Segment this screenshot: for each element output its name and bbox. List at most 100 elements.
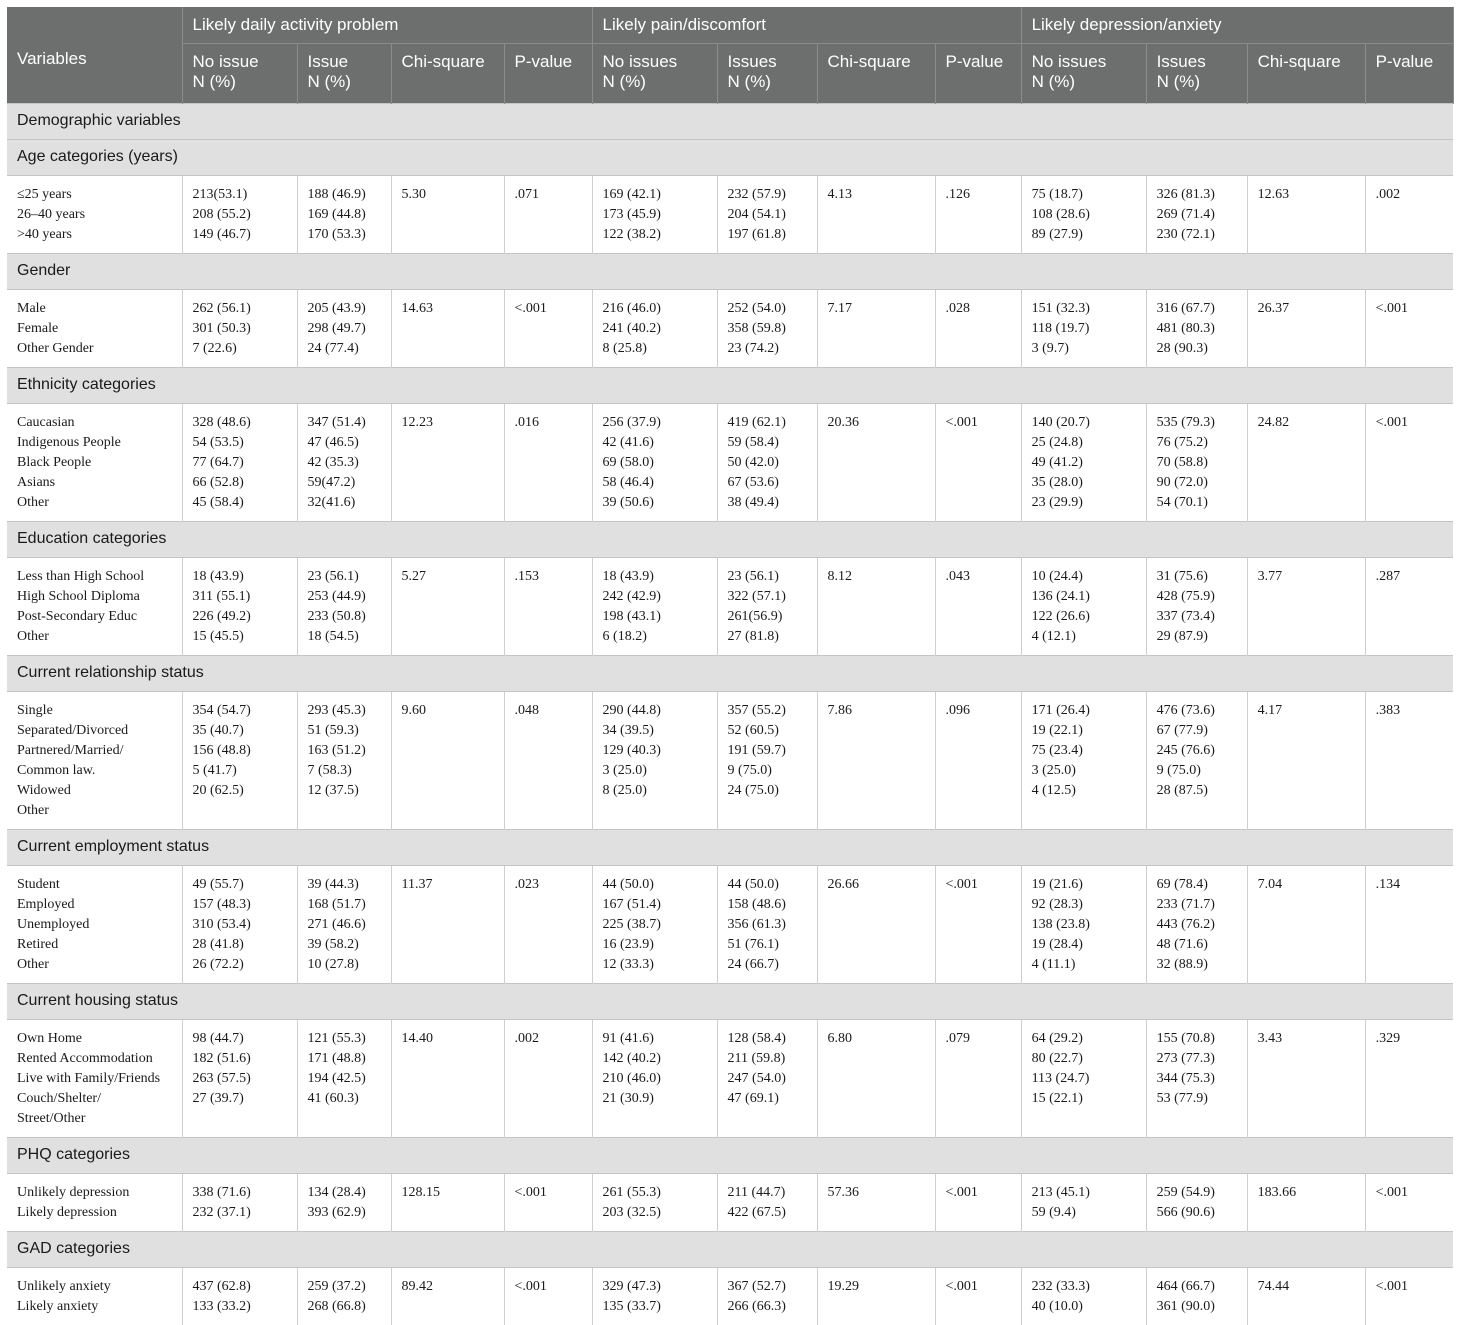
data-cell: 140 (20.7) 25 (24.8) 49 (41.2) 35 (28.0) 23 … xyxy=(1021,403,1147,521)
cell-value: 14.63 xyxy=(401,300,434,316)
row-label: Other xyxy=(17,956,49,972)
subheader-col-1: No issue N (%) xyxy=(182,43,298,103)
cell-value: 28 (87.5) xyxy=(1156,782,1208,798)
subheader-col-6: Issues N (%) xyxy=(717,43,818,103)
row-label: Post-Secondary Educ xyxy=(17,608,138,624)
cell-value: 69 (58.0) xyxy=(602,454,654,470)
row-labels-cell: Student Employed Unemployed Retired Other xyxy=(7,865,183,983)
cell-value: 140 (20.7) xyxy=(1031,414,1090,430)
cell-value: 252 (54.0) xyxy=(727,300,786,316)
cell-value: 39 (50.6) xyxy=(602,494,654,510)
cell-value: 210 (46.0) xyxy=(602,1070,661,1086)
cell-value: 6 (18.2) xyxy=(602,628,647,644)
cell-value: .134 xyxy=(1375,876,1401,892)
cell-value: 3 (9.7) xyxy=(1031,340,1069,356)
cell-value: 338 (71.6) xyxy=(192,1184,251,1200)
data-cell: 23 (56.1) 253 (44.9) 233 (50.8) 18 (54.5) xyxy=(297,557,392,655)
cell-value: 108 (28.6) xyxy=(1031,206,1090,222)
row-labels-cell: Less than High School High School Diploma… xyxy=(7,557,183,655)
cell-value: 57.36 xyxy=(827,1184,860,1200)
cell-value: 4.17 xyxy=(1257,702,1283,718)
data-cell: 293 (45.3) 51 (59.3) 163 (51.2) 7 (58.3) 12 … xyxy=(297,691,392,829)
data-cell: 338 (71.6) 232 (37.1) xyxy=(182,1173,298,1231)
cell-value: .002 xyxy=(1375,186,1401,202)
data-cell: 7.17 xyxy=(817,289,936,367)
cell-value: 347 (51.4) xyxy=(307,414,366,430)
cell-value: 38 (49.4) xyxy=(727,494,779,510)
cell-value: 157 (48.3) xyxy=(192,896,251,912)
cell-value: 49 (41.2) xyxy=(1031,454,1083,470)
cell-value: 12 (33.3) xyxy=(602,956,654,972)
row-label: Less than High School xyxy=(17,568,145,584)
data-cell: 357 (55.2) 52 (60.5) 191 (59.7) 9 (75.0) 24 … xyxy=(717,691,818,829)
subheader-row: No issue N (%) Issue N (%) Chi-square P-value… xyxy=(7,43,1454,103)
cell-value: 19.29 xyxy=(827,1278,860,1294)
cell-value: 136 (24.1) xyxy=(1031,588,1090,604)
subheader-col-10: Issues N (%) xyxy=(1146,43,1248,103)
row-label: Common law. xyxy=(17,762,96,778)
cell-value: <.001 xyxy=(1375,1278,1408,1294)
data-cell: 3.77 xyxy=(1247,557,1366,655)
cell-value: 28 (41.8) xyxy=(192,936,244,952)
cell-value: .023 xyxy=(514,876,540,892)
subheader-col-12: P-value xyxy=(1365,43,1454,103)
data-cell: 476 (73.6) 67 (77.9) 245 (76.6) 9 (75.0) 28 … xyxy=(1146,691,1248,829)
subheader-col-11: Chi-square xyxy=(1247,43,1366,103)
cell-value: 259 (54.9) xyxy=(1156,1184,1215,1200)
subheader-line: P-value xyxy=(514,51,573,71)
cell-value: 10 (24.4) xyxy=(1031,568,1083,584)
cell-value: 259 (37.2) xyxy=(307,1278,366,1294)
row-label: Unlikely anxiety xyxy=(17,1278,111,1294)
section-title: GAD categories xyxy=(7,1230,1454,1268)
cell-value: 45 (58.4) xyxy=(192,494,244,510)
cell-value: 566 (90.6) xyxy=(1156,1204,1215,1220)
subheader-line: No issues xyxy=(1031,51,1107,71)
cell-value: <.001 xyxy=(514,300,547,316)
table-row: Unlikely depression Likely depression 338 … xyxy=(7,1173,1453,1231)
subheader-line: N (%) xyxy=(1156,71,1201,91)
cell-value: 90 (72.0) xyxy=(1156,474,1208,490)
data-cell: 259 (54.9) 566 (90.6) xyxy=(1146,1173,1248,1231)
data-cell: 205 (43.9) 298 (49.7) 24 (77.4) xyxy=(297,289,392,367)
cell-value: 191 (59.7) xyxy=(727,742,786,758)
table-row: Own Home Rented Accommodation Live with Fa… xyxy=(7,1019,1453,1137)
data-cell: 31 (75.6) 428 (75.9) 337 (73.4) 29 (87.9) xyxy=(1146,557,1248,655)
cell-value: 39 (58.2) xyxy=(307,936,359,952)
cell-value: 76 (75.2) xyxy=(1156,434,1208,450)
cell-value: 3.77 xyxy=(1257,568,1283,584)
row-labels-cell: ≤25 years 26–40 years >40 years xyxy=(7,175,183,253)
row-label: ≤25 years xyxy=(17,186,72,202)
cell-value: 89 (27.9) xyxy=(1031,226,1083,242)
row-label: Separated/Divorced xyxy=(17,722,129,738)
subheader-line: No issue xyxy=(192,51,259,71)
cell-value: 18 (43.9) xyxy=(602,568,654,584)
cell-value: 269 (71.4) xyxy=(1156,206,1215,222)
cell-value: 23 (56.1) xyxy=(307,568,359,584)
cell-value: 32 (88.9) xyxy=(1156,956,1208,972)
subheader-line: Chi-square xyxy=(401,51,485,71)
cell-value: 247 (54.0) xyxy=(727,1070,786,1086)
row-label: >40 years xyxy=(17,226,72,242)
cell-value: 26 (72.2) xyxy=(192,956,244,972)
data-cell: 74.44 xyxy=(1247,1267,1366,1325)
data-cell: 98 (44.7) 182 (51.6) 263 (57.5) 27 (39.7) xyxy=(182,1019,298,1137)
data-cell: 262 (56.1) 301 (50.3) 7 (22.6) xyxy=(182,289,298,367)
row-label: Unemployed xyxy=(17,916,90,932)
cell-value: 18 (54.5) xyxy=(307,628,359,644)
data-cell: 91 (41.6) 142 (40.2) 210 (46.0) 21 (30.9) xyxy=(592,1019,718,1137)
cell-value: .016 xyxy=(514,414,540,430)
subheader-line: N (%) xyxy=(1031,71,1076,91)
row-labels-cell: Caucasian Indigenous People Black People As… xyxy=(7,403,183,521)
subheader-col-4: P-value xyxy=(504,43,593,103)
row-label: Other xyxy=(17,802,49,818)
data-cell: 171 (26.4) 19 (22.1) 75 (23.4) 3 (25.0) 4 (1… xyxy=(1021,691,1147,829)
cell-value: <.001 xyxy=(945,1184,978,1200)
cell-value: 322 (57.1) xyxy=(727,588,786,604)
cell-value: .096 xyxy=(945,702,971,718)
section-title: PHQ categories xyxy=(7,1136,1454,1174)
data-cell: .153 xyxy=(504,557,593,655)
cell-value: 26.37 xyxy=(1257,300,1290,316)
cell-value: 7 (22.6) xyxy=(192,340,237,356)
data-cell: 23 (56.1) 322 (57.1) 261(56.9) 27 (81.8) xyxy=(717,557,818,655)
cell-value: 80 (22.7) xyxy=(1031,1050,1083,1066)
